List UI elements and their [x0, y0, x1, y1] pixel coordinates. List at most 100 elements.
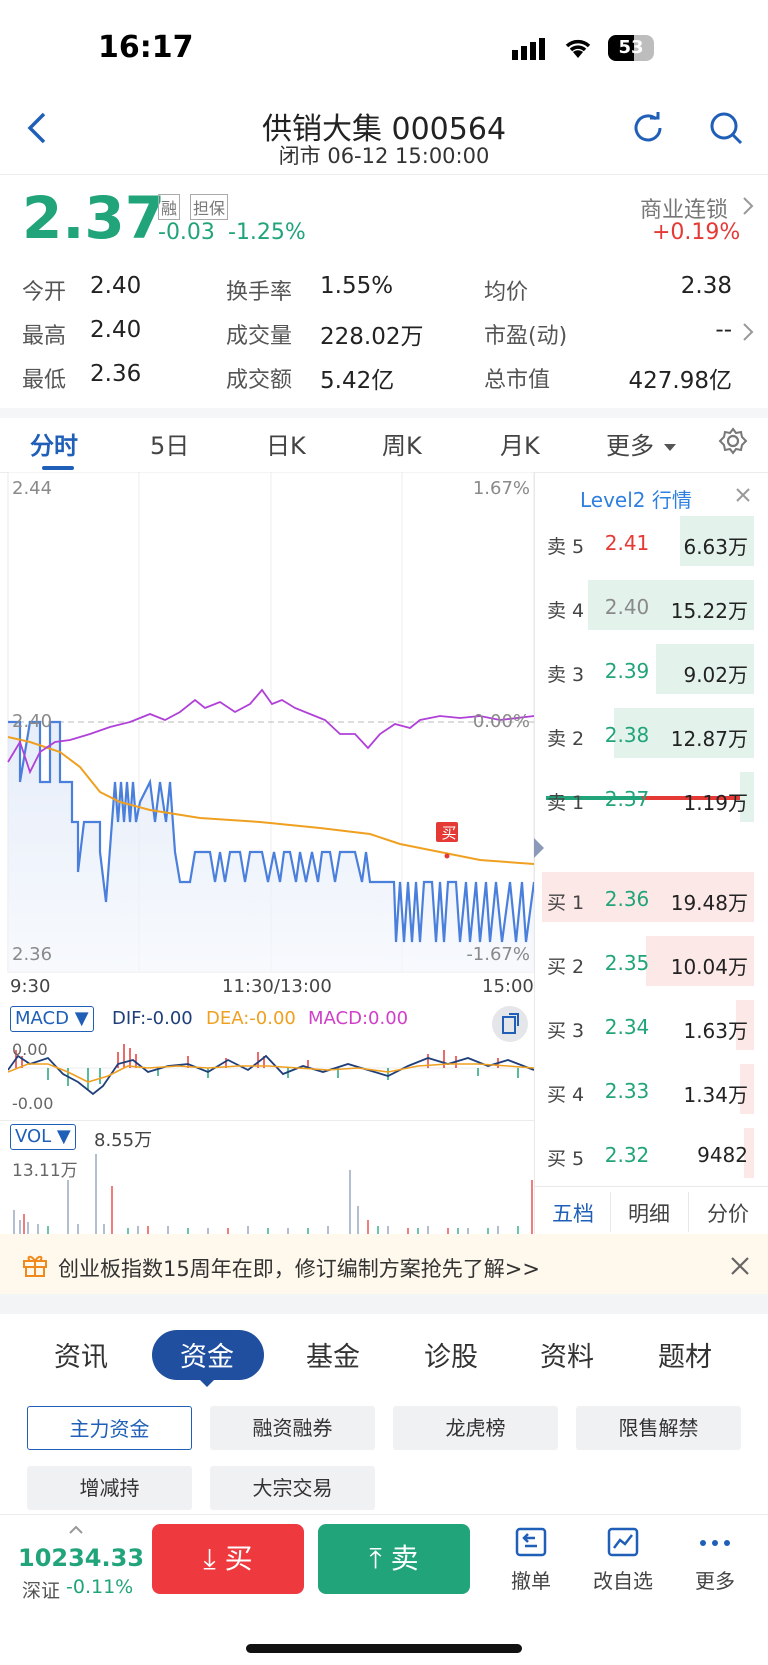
more-label: 更多 — [695, 1569, 735, 1593]
market-status: 闭市 06-12 15:00:00 — [278, 144, 490, 168]
collapse-arrow-icon[interactable] — [534, 838, 546, 862]
caret-down-icon[interactable] — [664, 437, 676, 456]
pe-value[interactable]: -- — [715, 317, 732, 343]
index-name: 深证 — [22, 1580, 61, 1602]
price-change-pct: -1.25% — [228, 220, 306, 245]
macd-axis-top: 0.00 — [12, 1040, 48, 1059]
watchlist-button[interactable]: 改自选 — [588, 1526, 658, 1594]
back-button[interactable] — [22, 108, 52, 152]
tab-profile[interactable]: 资料 — [540, 1342, 594, 1373]
collateral-badge: 担保 — [190, 194, 229, 220]
chip-holding-changes[interactable]: 增减持 — [27, 1466, 192, 1510]
chevron-right-icon[interactable] — [742, 196, 754, 220]
ask2-price[interactable]: 2.38 — [604, 723, 650, 747]
chevron-up-icon[interactable] — [68, 1520, 84, 1539]
bid2-price[interactable]: 2.35 — [604, 951, 650, 975]
sell-label: 卖 — [390, 1542, 419, 1575]
high-value: 2.40 — [90, 317, 142, 343]
high-label: 最高 — [22, 324, 67, 349]
announcement-banner[interactable]: 创业板指数15周年在即，修订编制方案抢先了解>> — [58, 1257, 540, 1281]
volume-label: 成交量 — [226, 324, 293, 349]
tab-more[interactable]: 更多 — [606, 432, 654, 460]
ask5-price[interactable]: 2.41 — [604, 531, 650, 555]
tab-news[interactable]: 资讯 — [54, 1342, 108, 1373]
pe-label: 市盈(动) — [484, 324, 568, 349]
bid4-price[interactable]: 2.33 — [604, 1079, 650, 1103]
sell-button[interactable]: ⤒ 卖 — [318, 1524, 470, 1594]
ask3-label: 卖 3 — [547, 664, 585, 686]
macd-dif: DIF:-0.00 — [112, 1008, 193, 1029]
tab-daily-k[interactable]: 日K — [266, 432, 306, 460]
page-title: 供销大集 000564 — [261, 112, 507, 147]
x-axis-mid: 11:30/13:00 — [222, 976, 332, 997]
cancel-order-button[interactable]: 撤单 — [496, 1526, 566, 1594]
bid3-volume: 1.63万 — [683, 1019, 748, 1043]
vol-selector[interactable]: VOL ▼ — [10, 1124, 76, 1150]
sector-name[interactable]: 商业连锁 — [640, 198, 729, 223]
watchlist-icon — [607, 1527, 639, 1557]
ask1-volume: 1.19万 — [683, 791, 748, 815]
ask2-volume: 12.87万 — [670, 727, 748, 751]
intraday-chart[interactable] — [0, 472, 536, 992]
macd-axis-bottom: -0.00 — [12, 1094, 54, 1113]
level2-title[interactable]: Level2 行情 — [580, 488, 692, 512]
more-button[interactable]: 更多 — [680, 1526, 750, 1594]
tab-diagnosis[interactable]: 诊股 — [424, 1342, 478, 1373]
tab-details[interactable]: 明细 — [628, 1202, 670, 1226]
pct-axis-mid: 0.00% — [472, 711, 530, 732]
bid1-price[interactable]: 2.36 — [604, 887, 650, 911]
chevron-right-icon[interactable] — [742, 322, 754, 346]
vol-axis-max: 13.11万 — [12, 1161, 78, 1181]
buy-marker — [436, 822, 458, 859]
tab-monthly-k[interactable]: 月K — [500, 432, 540, 460]
bid4-label: 买 4 — [547, 1084, 585, 1106]
macd-selector-label: MACD — [15, 1008, 69, 1029]
chip-margin-trading[interactable]: 融资融券 — [210, 1406, 375, 1450]
avg-label: 均价 — [484, 280, 529, 305]
sector-change[interactable]: +0.19% — [652, 220, 741, 245]
pct-axis-top: 1.67% — [472, 478, 530, 499]
index-value[interactable]: 10234.33 — [18, 1544, 145, 1572]
rotate-icon[interactable] — [492, 1006, 528, 1042]
margin-badge: 融 — [158, 194, 181, 220]
vol-selector-label: VOL — [15, 1126, 52, 1147]
settings-gear-icon[interactable] — [718, 426, 748, 460]
bid3-price[interactable]: 2.34 — [604, 1015, 650, 1039]
macd-dea: DEA:-0.00 — [206, 1008, 296, 1029]
pct-axis-bottom: -1.67% — [466, 944, 530, 965]
close-banner-icon[interactable] — [730, 1256, 750, 1280]
tab-intraday[interactable]: 分时 — [30, 432, 78, 460]
watchlist-label: 改自选 — [593, 1569, 653, 1593]
tab-fund-holdings[interactable]: 基金 — [306, 1342, 360, 1373]
mktcap-value: 427.98亿 — [628, 368, 732, 394]
x-axis-start: 9:30 — [10, 976, 51, 997]
refresh-icon[interactable] — [630, 110, 666, 150]
mktcap-label: 总市值 — [484, 368, 551, 393]
home-indicator[interactable] — [246, 1644, 522, 1653]
open-value: 2.40 — [90, 273, 142, 299]
chip-block-trades[interactable]: 大宗交易 — [210, 1466, 375, 1510]
tab-five-levels[interactable]: 五档 — [552, 1202, 594, 1226]
chip-lockup-expiry[interactable]: 限售解禁 — [576, 1406, 741, 1450]
ask3-volume: 9.02万 — [683, 663, 748, 687]
tab-funds[interactable]: 资金 — [180, 1342, 234, 1373]
close-icon[interactable] — [734, 486, 752, 508]
ask4-price[interactable]: 2.40 — [604, 595, 650, 619]
tab-5day[interactable]: 5日 — [150, 432, 190, 460]
turnover-label: 换手率 — [226, 280, 293, 305]
ask1-label: 卖 1 — [547, 792, 585, 814]
bid5-price[interactable]: 2.32 — [604, 1143, 650, 1167]
ask1-price[interactable]: 2.37 — [604, 787, 650, 811]
tab-price-dist[interactable]: 分价 — [707, 1202, 749, 1226]
chip-dragon-tiger[interactable]: 龙虎榜 — [393, 1406, 558, 1450]
tab-weekly-k[interactable]: 周K — [382, 432, 422, 460]
bid5-volume: 9482 — [697, 1143, 748, 1167]
bid2-volume: 10.04万 — [670, 955, 748, 979]
macd-selector[interactable]: MACD ▼ — [10, 1006, 94, 1032]
chip-main-funds[interactable]: 主力资金 — [27, 1406, 192, 1450]
search-icon[interactable] — [708, 110, 744, 150]
turnover-value: 1.55% — [320, 273, 394, 299]
buy-button[interactable]: ⤓ 买 — [152, 1524, 304, 1594]
tab-themes[interactable]: 题材 — [658, 1342, 712, 1373]
ask3-price[interactable]: 2.39 — [604, 659, 650, 683]
